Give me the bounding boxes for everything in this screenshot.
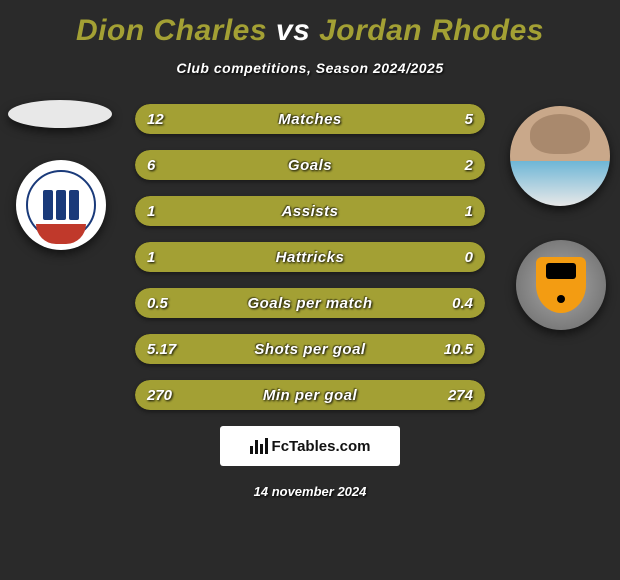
stat-row: 270274Min per goal bbox=[135, 380, 485, 410]
avatar-placeholder-icon bbox=[510, 106, 610, 206]
player2-avatar bbox=[510, 106, 610, 206]
page-title: Dion Charles vs Jordan Rhodes bbox=[0, 0, 620, 48]
watermark[interactable]: FcTables.com bbox=[220, 426, 400, 466]
stat-bars-container: 125Matches 62Goals 11Assists 10Hattricks 0.5… bbox=[135, 100, 485, 410]
subtitle: Club competitions, Season 2024/2025 bbox=[0, 60, 620, 76]
stat-row: 62Goals bbox=[135, 150, 485, 180]
stat-label: Goals bbox=[135, 150, 485, 180]
stat-row: 11Assists bbox=[135, 196, 485, 226]
stat-label: Assists bbox=[135, 196, 485, 226]
stat-label: Hattricks bbox=[135, 242, 485, 272]
comparison-chart: 125Matches 62Goals 11Assists 10Hattricks 0.5… bbox=[0, 100, 620, 410]
player1-club-logo bbox=[16, 160, 106, 250]
stat-label: Matches bbox=[135, 104, 485, 134]
club-logo-icon bbox=[536, 257, 586, 313]
stat-row: 5.1710.5Shots per goal bbox=[135, 334, 485, 364]
title-player2: Jordan Rhodes bbox=[319, 14, 544, 47]
title-vs: vs bbox=[276, 14, 310, 47]
stat-label: Goals per match bbox=[135, 288, 485, 318]
watermark-text: FcTables.com bbox=[272, 438, 371, 455]
stat-label: Min per goal bbox=[135, 380, 485, 410]
stat-row: 0.50.4Goals per match bbox=[135, 288, 485, 318]
title-player1: Dion Charles bbox=[76, 14, 267, 47]
stat-label: Shots per goal bbox=[135, 334, 485, 364]
stat-row: 10Hattricks bbox=[135, 242, 485, 272]
bar-chart-icon bbox=[250, 438, 268, 454]
player1-avatar bbox=[8, 100, 112, 128]
player2-club-logo bbox=[516, 240, 606, 330]
stat-row: 125Matches bbox=[135, 104, 485, 134]
date-text: 14 november 2024 bbox=[0, 484, 620, 499]
